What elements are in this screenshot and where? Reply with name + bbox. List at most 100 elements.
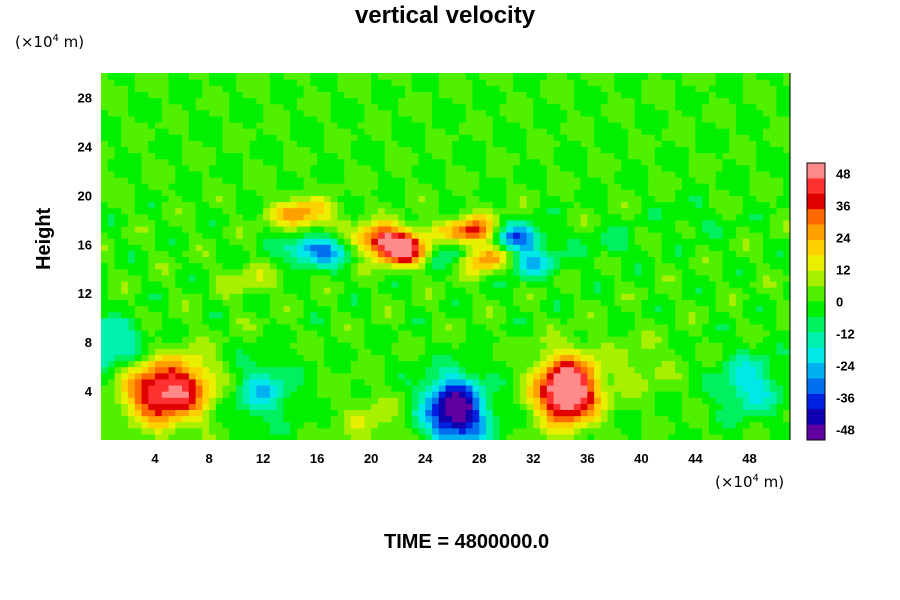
heatmap-cell xyxy=(371,207,379,215)
heatmap-cell xyxy=(155,336,163,343)
heatmap-cell xyxy=(357,384,366,392)
heatmap-cell xyxy=(560,384,568,392)
heatmap-cell xyxy=(263,201,271,209)
heatmap-cell xyxy=(303,146,311,154)
heatmap-cell xyxy=(411,195,420,203)
heatmap-cell xyxy=(188,207,197,215)
heatmap-cell xyxy=(310,207,318,215)
heatmap-cell xyxy=(783,274,790,282)
heatmap-cell xyxy=(614,170,622,178)
heatmap-cell xyxy=(776,366,784,374)
heatmap-cell xyxy=(675,409,683,417)
heatmap-cell xyxy=(344,311,352,319)
heatmap-cell xyxy=(249,433,257,440)
heatmap-cell xyxy=(742,195,751,203)
heatmap-cell xyxy=(661,262,670,270)
heatmap-cell xyxy=(506,397,514,404)
heatmap-cell xyxy=(553,274,561,282)
heatmap-cell xyxy=(715,336,724,343)
heatmap-cell xyxy=(594,274,602,282)
heatmap-cell xyxy=(371,164,379,172)
heatmap-cell xyxy=(283,397,291,404)
heatmap-cell xyxy=(452,280,460,288)
heatmap-cell xyxy=(479,250,487,258)
heatmap-cell xyxy=(681,201,690,209)
heatmap-cell xyxy=(242,225,251,233)
heatmap-cell xyxy=(323,158,332,166)
heatmap-cell xyxy=(391,225,399,233)
heatmap-cell xyxy=(587,415,595,423)
heatmap-cell xyxy=(215,348,224,355)
heatmap-cell xyxy=(486,366,494,374)
heatmap-cell xyxy=(229,305,237,313)
heatmap-cell xyxy=(479,262,487,270)
heatmap-cell xyxy=(114,176,122,184)
heatmap-cell xyxy=(762,372,771,380)
heatmap-cell xyxy=(337,274,345,282)
heatmap-cell xyxy=(499,244,507,251)
heatmap-cell xyxy=(648,274,656,282)
heatmap-cell xyxy=(121,409,129,417)
heatmap-cell xyxy=(675,305,683,313)
heatmap-cell xyxy=(101,427,109,435)
heatmap-cell xyxy=(121,268,129,276)
heatmap-cell xyxy=(526,262,534,270)
heatmap-cell xyxy=(513,244,521,251)
heatmap-cell xyxy=(486,348,494,355)
heatmap-cell xyxy=(560,170,568,178)
heatmap-cell xyxy=(317,176,325,184)
heatmap-cell xyxy=(567,140,575,147)
heatmap-cell xyxy=(404,225,413,233)
heatmap-cell xyxy=(486,213,494,221)
heatmap-cell xyxy=(762,225,771,233)
heatmap-cell xyxy=(621,176,629,184)
heatmap-cell xyxy=(465,201,474,209)
heatmap-cell xyxy=(749,219,757,227)
heatmap-cell xyxy=(276,195,284,203)
heatmap-cell xyxy=(364,397,372,404)
heatmap-cell xyxy=(573,427,582,435)
heatmap-cell xyxy=(506,158,514,166)
heatmap-cell xyxy=(357,366,366,374)
heatmap-cell xyxy=(269,421,278,429)
heatmap-cell xyxy=(506,329,514,337)
heatmap-cell xyxy=(681,250,690,258)
heatmap-cell xyxy=(357,268,366,276)
heatmap-cell xyxy=(296,391,305,398)
heatmap-cell xyxy=(269,415,278,423)
heatmap-cell xyxy=(546,305,555,313)
heatmap-cell xyxy=(594,415,602,423)
heatmap-cell xyxy=(229,146,237,154)
heatmap-cell xyxy=(276,183,284,190)
heatmap-cell xyxy=(283,427,291,435)
heatmap-cell xyxy=(499,183,507,190)
heatmap-cell xyxy=(776,391,784,398)
heatmap-cell xyxy=(634,274,642,282)
heatmap-cell xyxy=(708,336,717,343)
heatmap-cell xyxy=(337,158,345,166)
heatmap-cell xyxy=(769,201,778,209)
heatmap-cell xyxy=(371,329,379,337)
heatmap-cell xyxy=(263,311,271,319)
heatmap-cell xyxy=(486,152,494,160)
heatmap-cell xyxy=(195,293,203,300)
heatmap-cell xyxy=(303,317,311,325)
heatmap-cell xyxy=(756,244,764,251)
heatmap-cell xyxy=(627,348,636,355)
heatmap-cell xyxy=(607,201,615,209)
heatmap-cell xyxy=(654,372,663,380)
heatmap-cell xyxy=(303,213,311,221)
heatmap-cell xyxy=(290,244,298,251)
heatmap-cell xyxy=(661,311,670,319)
heatmap-cell xyxy=(648,158,656,166)
heatmap-cell xyxy=(175,360,183,368)
heatmap-cell xyxy=(465,384,474,392)
heatmap-cell xyxy=(229,189,237,196)
heatmap-cell xyxy=(600,176,609,184)
heatmap-cell xyxy=(121,250,129,258)
heatmap-cell xyxy=(377,305,386,313)
heatmap-cell xyxy=(742,262,751,270)
heatmap-cell xyxy=(431,329,440,337)
heatmap-cell xyxy=(148,433,156,440)
heatmap-cell xyxy=(256,317,264,325)
